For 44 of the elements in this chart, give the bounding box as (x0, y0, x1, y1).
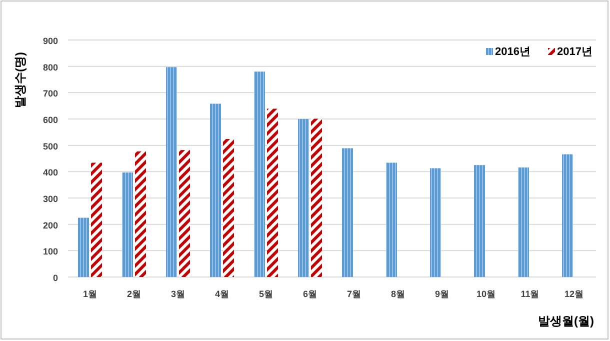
bar (518, 167, 529, 277)
y-tick-label: 500 (42, 141, 58, 152)
bar (135, 151, 146, 277)
y-tick-label: 600 (42, 115, 58, 125)
bar (311, 118, 322, 277)
bar (254, 72, 265, 277)
y-tick-label: 300 (42, 194, 58, 204)
bar (562, 154, 573, 277)
x-tick-label: 12월 (564, 289, 584, 299)
legend-label: 2016년 (495, 46, 530, 58)
y-tick-label: 100 (42, 246, 58, 257)
bar (267, 108, 278, 277)
y-tick-label: 900 (42, 36, 58, 46)
bar (386, 162, 397, 277)
bar (166, 67, 177, 277)
x-tick-label: 3월 (170, 289, 186, 299)
bar (122, 172, 133, 277)
bar (298, 119, 309, 277)
x-tick-label: 8월 (390, 289, 406, 299)
bar (430, 168, 441, 277)
bar (223, 139, 234, 277)
x-tick-label: 11월 (520, 289, 540, 299)
y-tick-label: 0 (52, 273, 58, 283)
y-tick-label: 700 (42, 88, 58, 99)
x-tick-label: 7월 (346, 289, 362, 299)
x-tick-label: 9월 (434, 289, 450, 299)
bar (91, 162, 102, 277)
bar (474, 165, 485, 277)
x-axis-title: 발생월(월) (538, 314, 594, 328)
y-tick-label: 800 (42, 62, 58, 72)
x-tick-label: 10월 (476, 289, 496, 299)
bar (78, 218, 89, 277)
x-tick-label: 5월 (258, 289, 274, 299)
y-tick-label: 400 (42, 168, 58, 178)
x-tick-label: 6월 (302, 289, 318, 299)
bar (179, 150, 190, 277)
x-tick-label: 1월 (82, 289, 98, 299)
y-axis-title: 발생수(명) (13, 52, 27, 108)
legend-label: 2017년 (557, 46, 592, 58)
bar (342, 148, 353, 277)
x-tick-label: 4월 (214, 289, 230, 299)
bar (210, 104, 221, 277)
y-tick-label: 200 (42, 220, 58, 230)
x-tick-label: 2월 (126, 289, 142, 299)
